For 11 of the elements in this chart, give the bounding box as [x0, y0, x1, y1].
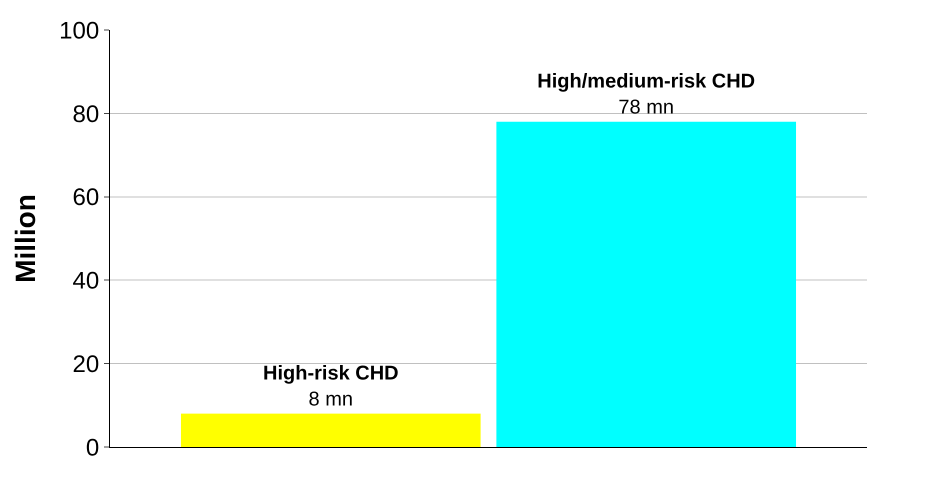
y-tick-label: 20: [72, 351, 100, 378]
y-axis-title: Million: [10, 194, 41, 283]
y-tick-label: 40: [72, 268, 100, 295]
series-label: High-risk CHD: [263, 362, 399, 385]
y-tick-label: 100: [59, 17, 100, 44]
data-label: 78 mn: [618, 96, 674, 119]
data-label: 8 mn: [308, 388, 354, 411]
series-label: High/medium-risk CHD: [537, 70, 756, 93]
y-tick-label: 80: [72, 100, 100, 128]
y-tick-label: 0: [86, 434, 100, 462]
y-tick-label: 60: [72, 184, 100, 212]
